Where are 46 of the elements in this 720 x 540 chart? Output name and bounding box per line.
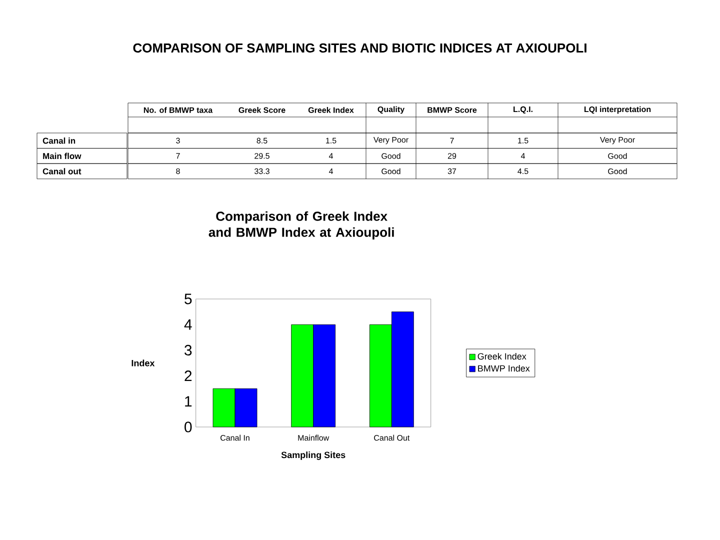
text: Good <box>608 168 627 174</box>
y-tick-label: 0 <box>184 422 192 432</box>
text: Good <box>608 152 627 159</box>
text: 4 <box>328 153 333 159</box>
legend-label: BMWP Index <box>478 364 530 372</box>
x-tick-label: Canal In <box>220 434 250 441</box>
text: 7 <box>176 153 180 159</box>
y-tick-label: 1 <box>185 396 192 407</box>
text: 33.3 <box>254 168 270 174</box>
x-tick-label: Mainflow <box>298 434 330 441</box>
text: 7 <box>450 138 454 144</box>
text: COMPARISON OF SAMPLING SITES AND BIOTIC INDICES AT AXIOUPOLI <box>133 43 586 53</box>
text: 8.5 <box>256 138 268 144</box>
text: 29 <box>448 153 456 159</box>
category-label: Greek Score <box>238 107 286 113</box>
y-tick-label: 4 <box>184 319 192 330</box>
category-label: Canal out <box>42 168 82 174</box>
category-label: Greek Index <box>308 107 354 113</box>
category-label: No. of BMWP taxa <box>144 107 213 113</box>
category-label: BMWP Score <box>428 107 477 113</box>
text: Very Poor <box>373 137 408 144</box>
text: Good <box>382 152 400 159</box>
chart-title: Comparison of Greek Index and BMWP Index at Axioupoli <box>208 211 394 240</box>
text: 1.5 <box>326 138 336 144</box>
text: 37 <box>448 168 456 174</box>
y-tick-label: 5 <box>184 294 192 304</box>
y-axis-title: Index <box>132 360 155 366</box>
x-axis-title: Sampling Sites <box>281 452 346 460</box>
text: 3 <box>176 138 180 144</box>
y-tick-label: 2 <box>184 370 192 382</box>
category-label: LQI interpretation <box>584 106 651 114</box>
category-label: L.Q.I. <box>514 106 532 114</box>
text: 8 <box>176 168 180 174</box>
text: 4 <box>520 153 525 159</box>
category-label: Main flow <box>43 152 82 160</box>
category-label: Canal in <box>42 138 76 144</box>
legend-label: Greek Index <box>478 352 526 360</box>
text: 4.5 <box>518 168 528 174</box>
y-tick-label: 3 <box>184 344 192 356</box>
text: 4 <box>328 168 333 174</box>
x-tick-label: Canal Out <box>374 434 410 441</box>
text: Very Poor <box>600 137 635 144</box>
text: 29.5 <box>254 153 270 159</box>
category-label: Quality <box>378 106 405 114</box>
text: 1.5 <box>518 138 528 144</box>
text: Good <box>382 168 400 174</box>
